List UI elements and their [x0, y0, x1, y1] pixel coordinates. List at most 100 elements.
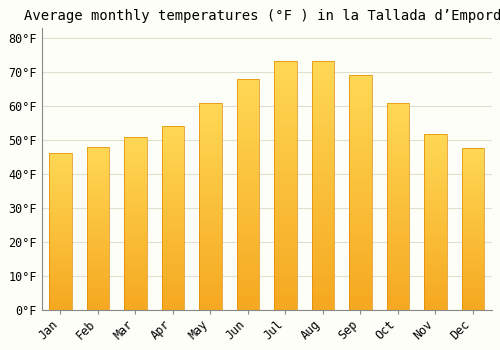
Bar	[162, 200, 184, 202]
Bar	[49, 295, 72, 296]
Bar	[49, 253, 72, 255]
Bar	[236, 264, 259, 267]
Bar	[162, 166, 184, 168]
Bar	[236, 143, 259, 146]
Bar	[312, 186, 334, 189]
Bar	[349, 122, 372, 125]
Bar	[124, 204, 146, 206]
Bar	[462, 193, 484, 195]
Bar	[424, 275, 446, 277]
Bar	[124, 271, 146, 273]
Bar	[462, 253, 484, 256]
Bar	[349, 258, 372, 260]
Bar	[274, 167, 296, 170]
Bar	[386, 230, 409, 233]
Bar	[86, 265, 109, 267]
Bar	[312, 142, 334, 146]
Bar	[236, 241, 259, 244]
Bar	[274, 173, 296, 176]
Bar	[424, 160, 446, 162]
Bar	[49, 170, 72, 172]
Bar	[86, 259, 109, 261]
Bar	[349, 202, 372, 205]
Bar	[86, 165, 109, 167]
Bar	[386, 204, 409, 207]
Bar	[162, 138, 184, 140]
Bar	[124, 187, 146, 189]
Bar	[274, 307, 296, 310]
Bar	[386, 111, 409, 113]
Bar	[199, 272, 222, 274]
Bar	[236, 238, 259, 241]
Bar	[49, 212, 72, 214]
Bar	[236, 224, 259, 226]
Bar	[312, 167, 334, 170]
Bar	[162, 179, 184, 182]
Bar	[462, 308, 484, 310]
Bar	[386, 147, 409, 150]
Bar	[49, 304, 72, 307]
Bar	[236, 122, 259, 125]
Bar	[312, 155, 334, 158]
Bar	[386, 103, 409, 106]
Bar	[86, 173, 109, 175]
Bar	[424, 178, 446, 180]
Bar	[312, 208, 334, 211]
Bar	[386, 235, 409, 238]
Bar	[349, 76, 372, 310]
Bar	[312, 102, 334, 105]
Bar	[424, 233, 446, 235]
Bar	[49, 285, 72, 287]
Bar	[312, 214, 334, 217]
Bar	[424, 222, 446, 224]
Bar	[349, 187, 372, 190]
Bar	[162, 271, 184, 274]
Bar	[312, 71, 334, 74]
Bar	[199, 238, 222, 240]
Bar	[462, 296, 484, 298]
Bar	[236, 94, 259, 97]
Bar	[236, 128, 259, 131]
Bar	[162, 149, 184, 152]
Bar	[312, 192, 334, 195]
Bar	[124, 184, 146, 187]
Bar	[274, 92, 296, 95]
Bar	[236, 256, 259, 258]
Bar	[386, 233, 409, 235]
Bar	[86, 177, 109, 179]
Bar	[236, 97, 259, 99]
Bar	[162, 154, 184, 156]
Bar	[424, 158, 446, 160]
Bar	[462, 235, 484, 237]
Bar	[124, 182, 146, 184]
Bar	[274, 130, 296, 133]
Bar	[386, 298, 409, 300]
Bar	[124, 202, 146, 204]
Bar	[86, 241, 109, 243]
Bar	[462, 189, 484, 190]
Bar	[49, 190, 72, 192]
Bar	[86, 216, 109, 218]
Bar	[424, 253, 446, 255]
Bar	[199, 137, 222, 139]
Bar	[236, 125, 259, 128]
Bar	[312, 111, 334, 114]
Bar	[424, 297, 446, 299]
Bar	[274, 133, 296, 136]
Bar	[199, 108, 222, 111]
Bar	[274, 179, 296, 182]
Bar	[312, 65, 334, 68]
Bar	[124, 267, 146, 269]
Bar	[49, 153, 72, 155]
Bar	[312, 239, 334, 242]
Bar	[349, 128, 372, 131]
Bar	[462, 152, 484, 154]
Bar	[424, 255, 446, 257]
Bar	[386, 108, 409, 111]
Bar	[312, 127, 334, 130]
Bar	[274, 154, 296, 158]
Bar	[424, 279, 446, 282]
Bar	[312, 267, 334, 270]
Bar	[236, 189, 259, 192]
Bar	[199, 243, 222, 246]
